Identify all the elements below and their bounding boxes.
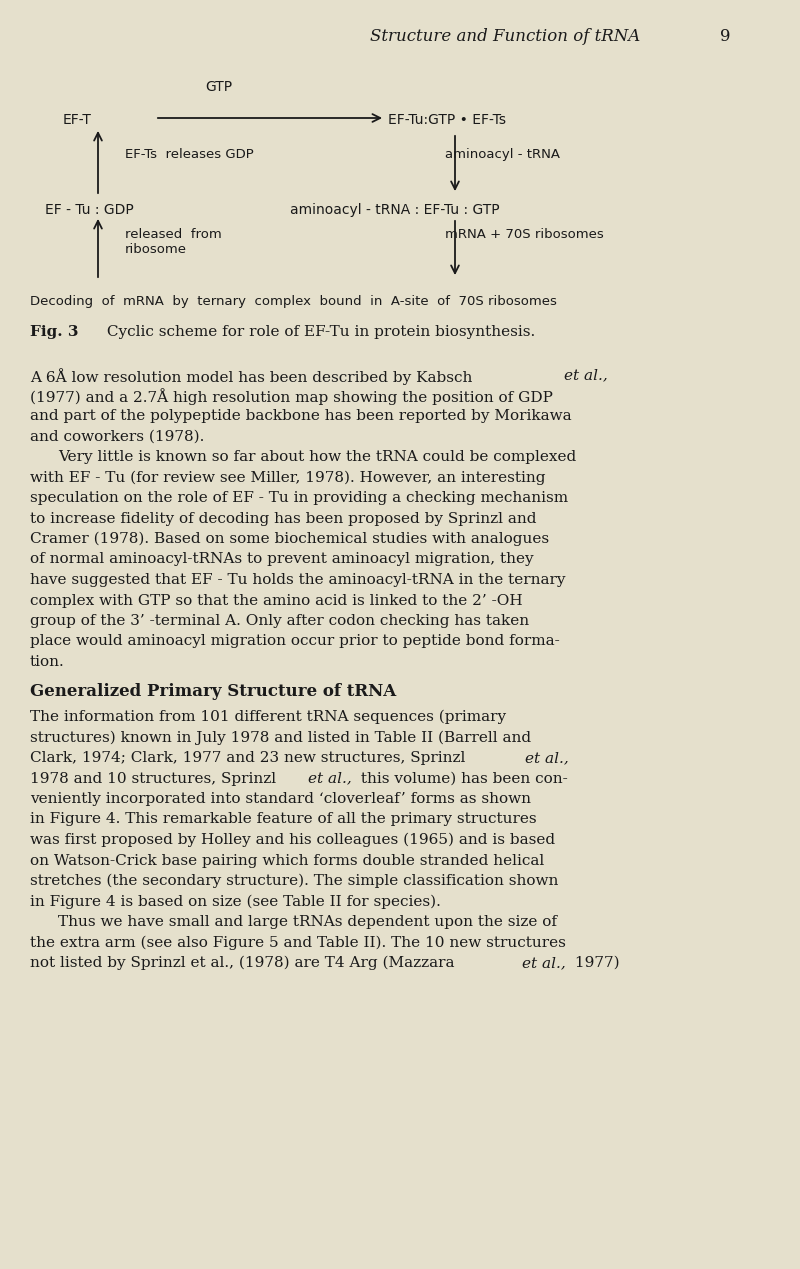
Text: Generalized Primary Structure of tRNA: Generalized Primary Structure of tRNA <box>30 684 396 700</box>
Text: of normal aminoacyl-tRNAs to prevent aminoacyl migration, they: of normal aminoacyl-tRNAs to prevent ami… <box>30 552 534 566</box>
Text: EF-T: EF-T <box>63 113 92 127</box>
Text: EF - Tu : GDP: EF - Tu : GDP <box>45 203 134 217</box>
Text: and part of the polypeptide backbone has been reported by Morikawa: and part of the polypeptide backbone has… <box>30 409 572 423</box>
Text: aminoacyl - tRNA: aminoacyl - tRNA <box>445 148 560 161</box>
Text: this volume) has been con-: this volume) has been con- <box>356 772 568 786</box>
Text: have suggested that EF - Tu holds the aminoacyl-tRNA in the ternary: have suggested that EF - Tu holds the am… <box>30 574 566 588</box>
Text: group of the 3’ -terminal A. Only after codon checking has taken: group of the 3’ -terminal A. Only after … <box>30 614 529 628</box>
Text: et al.,: et al., <box>564 368 608 382</box>
Text: not listed by Sprinzl et al., (1978) are T4 Arg (Mazzara: not listed by Sprinzl et al., (1978) are… <box>30 956 459 971</box>
Text: Structure and Function of tRNA: Structure and Function of tRNA <box>370 28 640 44</box>
Text: 1978 and 10 structures, Sprinzl: 1978 and 10 structures, Sprinzl <box>30 772 281 786</box>
Text: A 6Å low resolution model has been described by Kabsch: A 6Å low resolution model has been descr… <box>30 368 478 385</box>
Text: aminoacyl - tRNA : EF-Tu : GTP: aminoacyl - tRNA : EF-Tu : GTP <box>290 203 500 217</box>
Text: and coworkers (1978).: and coworkers (1978). <box>30 429 204 443</box>
Text: structures) known in July 1978 and listed in Table II (Barrell and: structures) known in July 1978 and liste… <box>30 731 531 745</box>
Text: (1977) and a 2.7Å high resolution map showing the position of GDP: (1977) and a 2.7Å high resolution map sh… <box>30 388 553 405</box>
Text: Fig. 3: Fig. 3 <box>30 325 78 339</box>
Text: Decoding  of  mRNA  by  ternary  complex  bound  in  A-site  of  70S ribosomes: Decoding of mRNA by ternary complex boun… <box>30 294 557 308</box>
Text: veniently incorporated into standard ‘cloverleaf’ forms as shown: veniently incorporated into standard ‘cl… <box>30 792 531 806</box>
Text: Thus we have small and large tRNAs dependent upon the size of: Thus we have small and large tRNAs depen… <box>58 915 557 929</box>
Text: in Figure 4. This remarkable feature of all the primary structures: in Figure 4. This remarkable feature of … <box>30 812 537 826</box>
Text: Very little is known so far about how the tRNA could be complexed: Very little is known so far about how th… <box>58 450 576 464</box>
Text: to increase fidelity of decoding has been proposed by Sprinzl and: to increase fidelity of decoding has bee… <box>30 511 537 525</box>
Text: stretches (the secondary structure). The simple classification shown: stretches (the secondary structure). The… <box>30 874 558 888</box>
Text: GTP: GTP <box>205 80 232 94</box>
Text: Cramer (1978). Based on some biochemical studies with analogues: Cramer (1978). Based on some biochemical… <box>30 532 549 547</box>
Text: 9: 9 <box>720 28 730 44</box>
Text: mRNA + 70S ribosomes: mRNA + 70S ribosomes <box>445 228 604 241</box>
Text: on Watson-Crick base pairing which forms double stranded helical: on Watson-Crick base pairing which forms… <box>30 854 544 868</box>
Text: 1977): 1977) <box>570 956 620 970</box>
Text: in Figure 4 is based on size (see Table II for species).: in Figure 4 is based on size (see Table … <box>30 895 441 909</box>
Text: et al.,: et al., <box>522 956 566 970</box>
Text: tion.: tion. <box>30 655 65 669</box>
Text: EF-Ts  releases GDP: EF-Ts releases GDP <box>125 148 254 161</box>
Text: speculation on the role of EF - Tu in providing a checking mechanism: speculation on the role of EF - Tu in pr… <box>30 491 568 505</box>
Text: released  from
ribosome: released from ribosome <box>125 228 222 256</box>
Text: et al.,: et al., <box>308 772 352 786</box>
Text: The information from 101 different tRNA sequences (primary: The information from 101 different tRNA … <box>30 709 506 725</box>
Text: complex with GTP so that the amino acid is linked to the 2’ -OH: complex with GTP so that the amino acid … <box>30 594 522 608</box>
Text: was first proposed by Holley and his colleagues (1965) and is based: was first proposed by Holley and his col… <box>30 832 555 848</box>
Text: with EF - Tu (for review see Miller, 1978). However, an interesting: with EF - Tu (for review see Miller, 197… <box>30 471 546 485</box>
Text: place would aminoacyl migration occur prior to peptide bond forma-: place would aminoacyl migration occur pr… <box>30 634 560 648</box>
Text: EF-Tu:GTP • EF-Ts: EF-Tu:GTP • EF-Ts <box>388 113 506 127</box>
Text: the extra arm (see also Figure 5 and Table II). The 10 new structures: the extra arm (see also Figure 5 and Tab… <box>30 935 566 950</box>
Text: Cyclic scheme for role of EF-Tu in protein biosynthesis.: Cyclic scheme for role of EF-Tu in prote… <box>102 325 535 339</box>
Text: et al.,: et al., <box>525 751 569 765</box>
Text: Clark, 1974; Clark, 1977 and 23 new structures, Sprinzl: Clark, 1974; Clark, 1977 and 23 new stru… <box>30 751 470 765</box>
